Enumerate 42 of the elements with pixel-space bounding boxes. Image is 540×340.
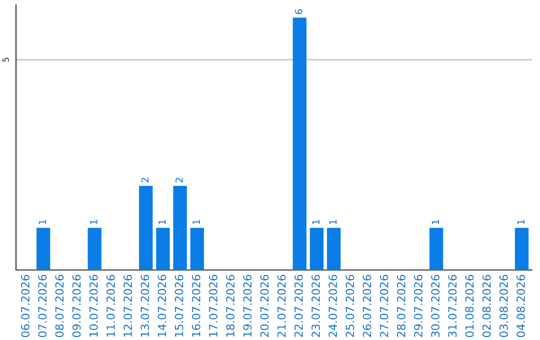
x-tick-label: 17.07.2026 xyxy=(209,274,218,337)
x-tick-label: 07.07.2026 xyxy=(38,274,47,338)
data-label: 2 xyxy=(141,178,149,182)
x-tick-label: 16.07.2026 xyxy=(192,274,200,337)
x-tick-label: 18.07.2026 xyxy=(226,274,235,337)
data-label: 1 xyxy=(312,220,320,224)
x-tick-label: 28.07.2026 xyxy=(396,274,406,337)
x-tick-label: 19.07.2026 xyxy=(243,274,252,337)
x-tick-label: 01.08.2026 xyxy=(465,274,474,338)
x-tick-label: 30.07.2026 xyxy=(431,274,440,337)
x-tick-label: 24.07.2026 xyxy=(328,274,338,337)
x-tick-label: 10.07.2026 xyxy=(89,274,98,337)
x-tick-label: 02.08.2026 xyxy=(482,274,491,338)
data-label: 1 xyxy=(329,220,336,224)
data-label: 1 xyxy=(158,220,166,224)
data-label: 2 xyxy=(175,178,183,182)
x-tick-label: 21.07.2026 xyxy=(277,274,286,337)
x-tick-label: 13.07.2026 xyxy=(140,274,150,337)
data-label: 6 xyxy=(295,9,302,14)
x-tick-label: 25.07.2026 xyxy=(346,274,354,337)
x-tick-label: 20.07.2026 xyxy=(260,274,269,337)
x-tick-label: 11.07.2026 xyxy=(106,274,115,337)
x-tick-label: 09.07.2026 xyxy=(72,274,81,338)
x-tick-label: 12.07.2026 xyxy=(124,274,132,337)
data-label: 1 xyxy=(192,220,200,224)
x-tick-label: 06.07.2026 xyxy=(21,274,30,338)
x-tick-label: 15.07.2026 xyxy=(174,274,184,337)
x-tick-label: 26.07.2026 xyxy=(362,274,372,337)
x-tick-label: 23.07.2026 xyxy=(312,274,320,337)
data-label: 1 xyxy=(517,220,524,224)
data-label: 1 xyxy=(90,220,98,224)
data-label: 1 xyxy=(38,220,46,224)
data-label: 1 xyxy=(432,220,439,224)
x-tick-label: 03.08.2026 xyxy=(499,274,508,338)
x-tick-label: 22.07.2026 xyxy=(294,274,303,337)
x-tick-label: 29.07.2026 xyxy=(414,274,422,337)
x-tick-label: 04.08.2026 xyxy=(516,274,525,338)
x-tick-label: 31.07.2026 xyxy=(448,274,457,337)
x-tick-label: 08.07.2026 xyxy=(55,274,64,338)
x-tick-label: 27.07.2026 xyxy=(380,274,388,337)
y-tick-label: 5 xyxy=(2,58,9,62)
x-tick-label: 14.07.2026 xyxy=(158,274,166,337)
